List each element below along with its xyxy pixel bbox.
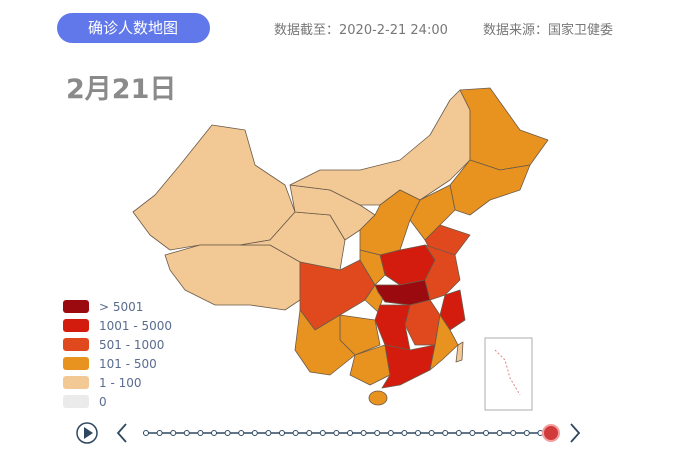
- play-icon[interactable]: [84, 427, 93, 439]
- legend-label: > 5001: [99, 300, 143, 314]
- play-button[interactable]: [76, 422, 98, 444]
- province[interactable]: [299, 259, 376, 331]
- legend-label: 1001 - 5000: [99, 319, 172, 333]
- province[interactable]: [132, 124, 296, 251]
- province[interactable]: [404, 299, 441, 346]
- timeline-dot: [197, 430, 204, 436]
- timeline-dot: [387, 430, 394, 436]
- legend-swatch: [63, 338, 89, 351]
- timeline-dot: [523, 430, 530, 436]
- timeline-dot: [143, 430, 149, 436]
- legend-label: 101 - 500: [99, 357, 157, 371]
- data-cutoff: 数据截至：2020-2-21 24:00: [274, 23, 448, 38]
- timeline-dot: [183, 430, 190, 436]
- timeline-handle[interactable]: [542, 424, 560, 442]
- timeline-dot: [469, 430, 476, 436]
- legend-swatch: [63, 300, 89, 313]
- data-source: 数据来源：国家卫健委: [483, 22, 613, 38]
- timeline-dot: [279, 430, 285, 436]
- map-button[interactable]: [57, 13, 210, 43]
- timeline-dot: [415, 430, 421, 436]
- province[interactable]: [455, 341, 464, 363]
- province[interactable]: [359, 249, 386, 286]
- province[interactable]: [368, 390, 388, 406]
- timeline-dot: [510, 430, 517, 436]
- prev-button[interactable]: [116, 423, 127, 443]
- province[interactable]: [349, 344, 391, 386]
- legend-label: 0: [99, 395, 107, 409]
- timeline-dot: [455, 430, 462, 436]
- legend: > 5001 1001 - 5000 501 - 1000 101 - 500 1 - …: [63, 300, 172, 409]
- legend-label: 501 - 1000: [99, 338, 164, 352]
- timeline-dot: [265, 430, 272, 436]
- timeline-dot: [251, 430, 258, 436]
- timeline-dot: [238, 430, 245, 436]
- timeline-dot: [360, 430, 367, 436]
- date-label: 2月21日: [66, 74, 176, 105]
- province[interactable]: [424, 244, 461, 301]
- timeline-dot: [428, 430, 435, 436]
- timeline: [76, 422, 581, 444]
- province[interactable]: [459, 87, 549, 171]
- timeline-dot: [442, 430, 449, 436]
- legend-swatch: [63, 376, 89, 389]
- province[interactable]: [374, 304, 411, 351]
- timeline-dot: [401, 430, 408, 436]
- timeline-dot: [211, 430, 217, 436]
- timeline-dot: [333, 430, 340, 436]
- legend-swatch: [63, 395, 89, 408]
- timeline-dot: [496, 430, 503, 436]
- timeline-dot: [224, 430, 231, 436]
- button-label[interactable]: 确诊人数地图: [88, 19, 178, 37]
- timeline-dot: [292, 430, 299, 436]
- legend-swatch: [63, 357, 89, 370]
- legend-label: 1 - 100: [99, 376, 142, 390]
- timeline-dot: [319, 430, 326, 436]
- province[interactable]: [439, 289, 466, 331]
- timeline-dot: [306, 430, 313, 436]
- timeline-dot: [170, 430, 177, 436]
- province[interactable]: [381, 344, 436, 389]
- legend-swatch: [63, 319, 89, 332]
- next-button[interactable]: [570, 423, 581, 443]
- timeline-dot: [156, 430, 163, 436]
- timeline-dot: [347, 430, 353, 436]
- province[interactable]: [289, 89, 471, 206]
- province[interactable]: [164, 244, 301, 311]
- china-map: [132, 87, 549, 411]
- timeline-dot: [483, 430, 489, 436]
- timeline-dot: [374, 430, 381, 436]
